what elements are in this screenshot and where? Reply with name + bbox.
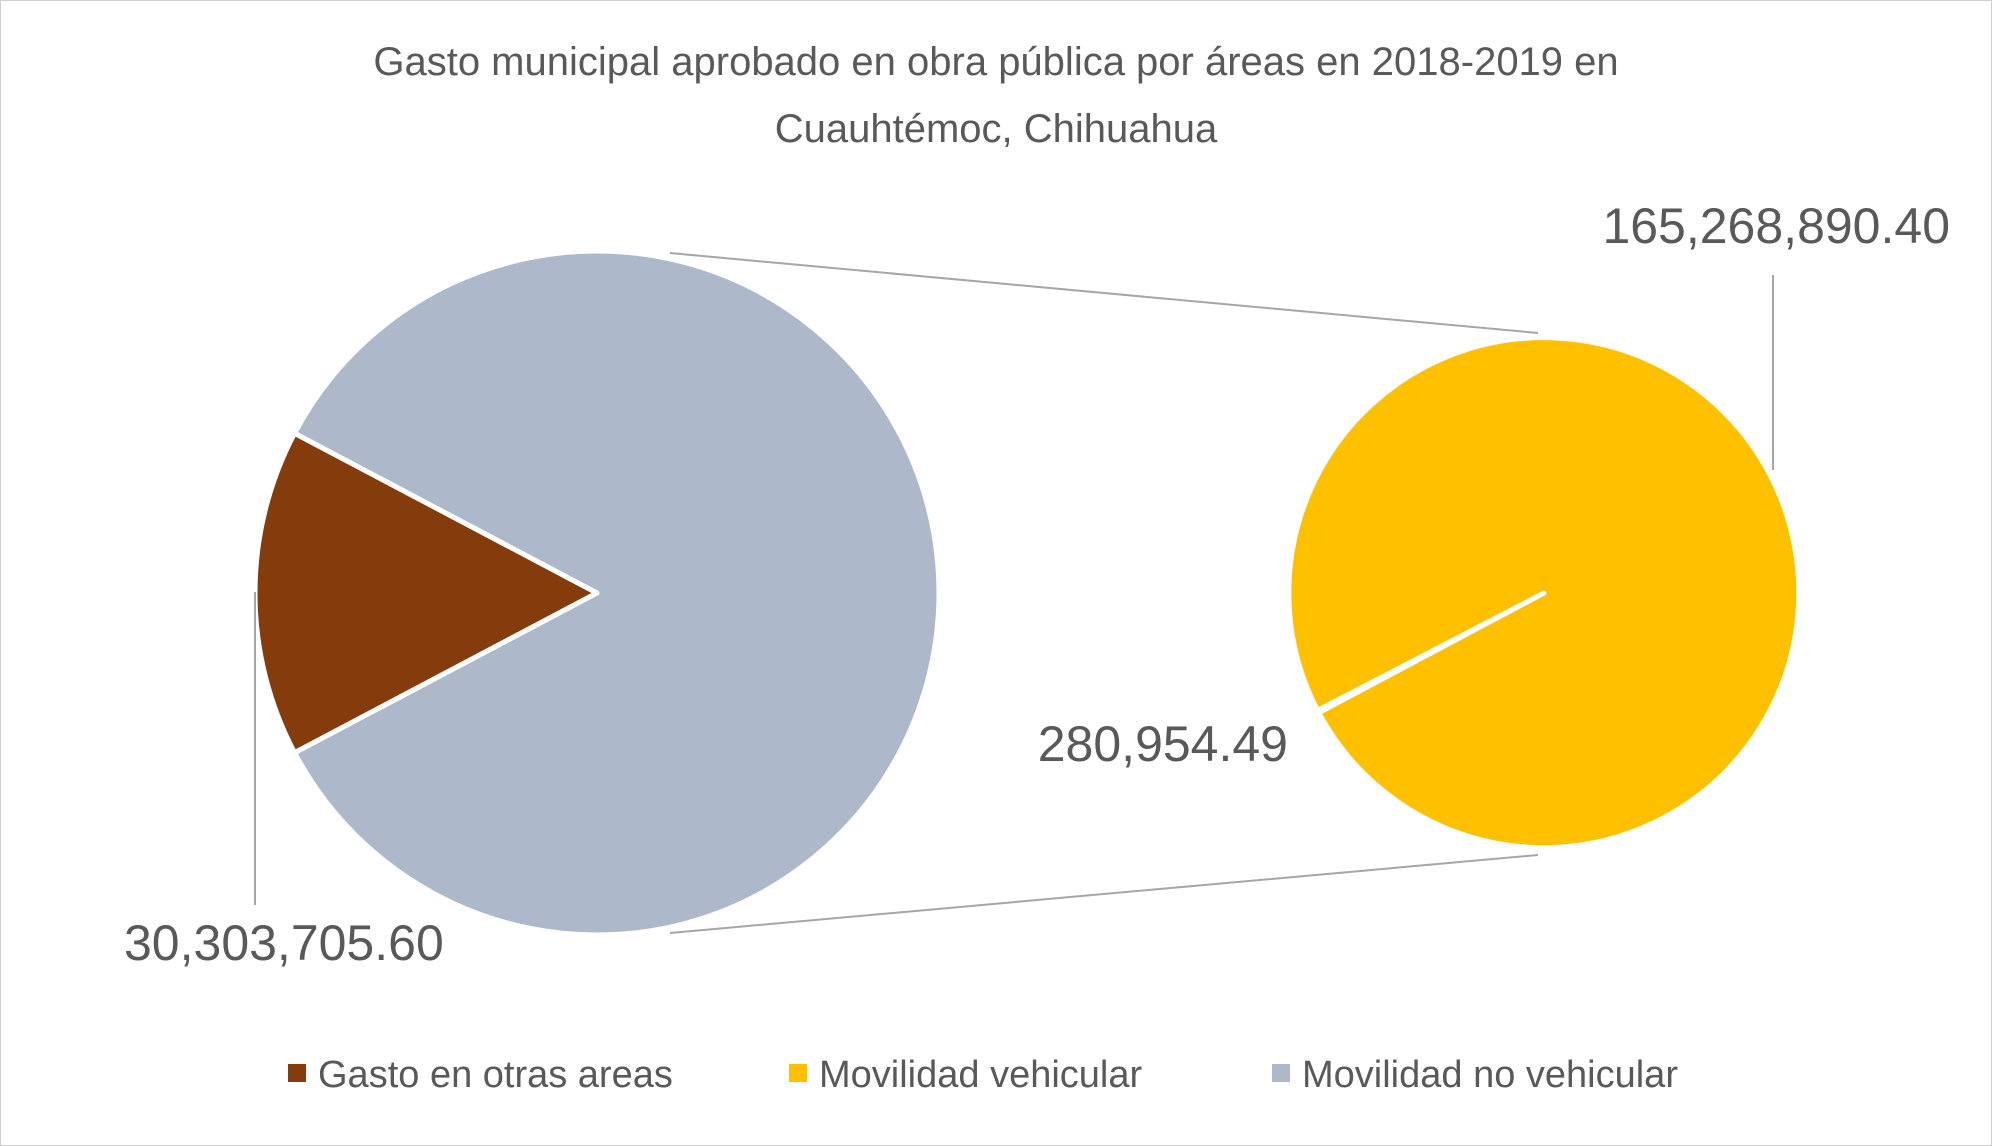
chart-title-line-2: Cuauhtémoc, Chihuahua: [775, 107, 1218, 151]
legend-label-gasto-otras-areas: Gasto en otras areas: [318, 1054, 673, 1096]
secondary-slice-main: [1286, 335, 1802, 851]
label-leader-lines: [254, 275, 1774, 905]
secondary-pie: [1286, 335, 1802, 851]
chart-title-line-1: Gasto municipal aprobado en obra pública…: [373, 40, 1618, 84]
data-label-movilidad-vehicular-small: 280,954.49: [1038, 716, 1288, 772]
legend-swatch-movilidad-no-vehicular: [1272, 1064, 1290, 1082]
legend-swatch-gasto-otras-areas: [288, 1064, 306, 1082]
main-pie: [252, 248, 942, 938]
legend: Gasto en otras areas Movilidad vehicular…: [288, 1054, 1678, 1096]
legend-swatch-movilidad-vehicular: [789, 1064, 807, 1082]
legend-label-movilidad-no-vehicular: Movilidad no vehicular: [1302, 1054, 1678, 1096]
connector-lines: [669, 252, 1539, 934]
pie-slice-movilidad-no-vehicular: [292, 248, 942, 938]
data-label-movilidad-vehicular-main: 165,268,890.40: [1602, 198, 1950, 254]
connector-line-top: [669, 252, 1539, 334]
data-label-gasto-otras-areas: 30,303,705.60: [124, 915, 444, 971]
legend-label-movilidad-vehicular: Movilidad vehicular: [819, 1054, 1142, 1096]
connector-line-bottom: [669, 854, 1539, 934]
